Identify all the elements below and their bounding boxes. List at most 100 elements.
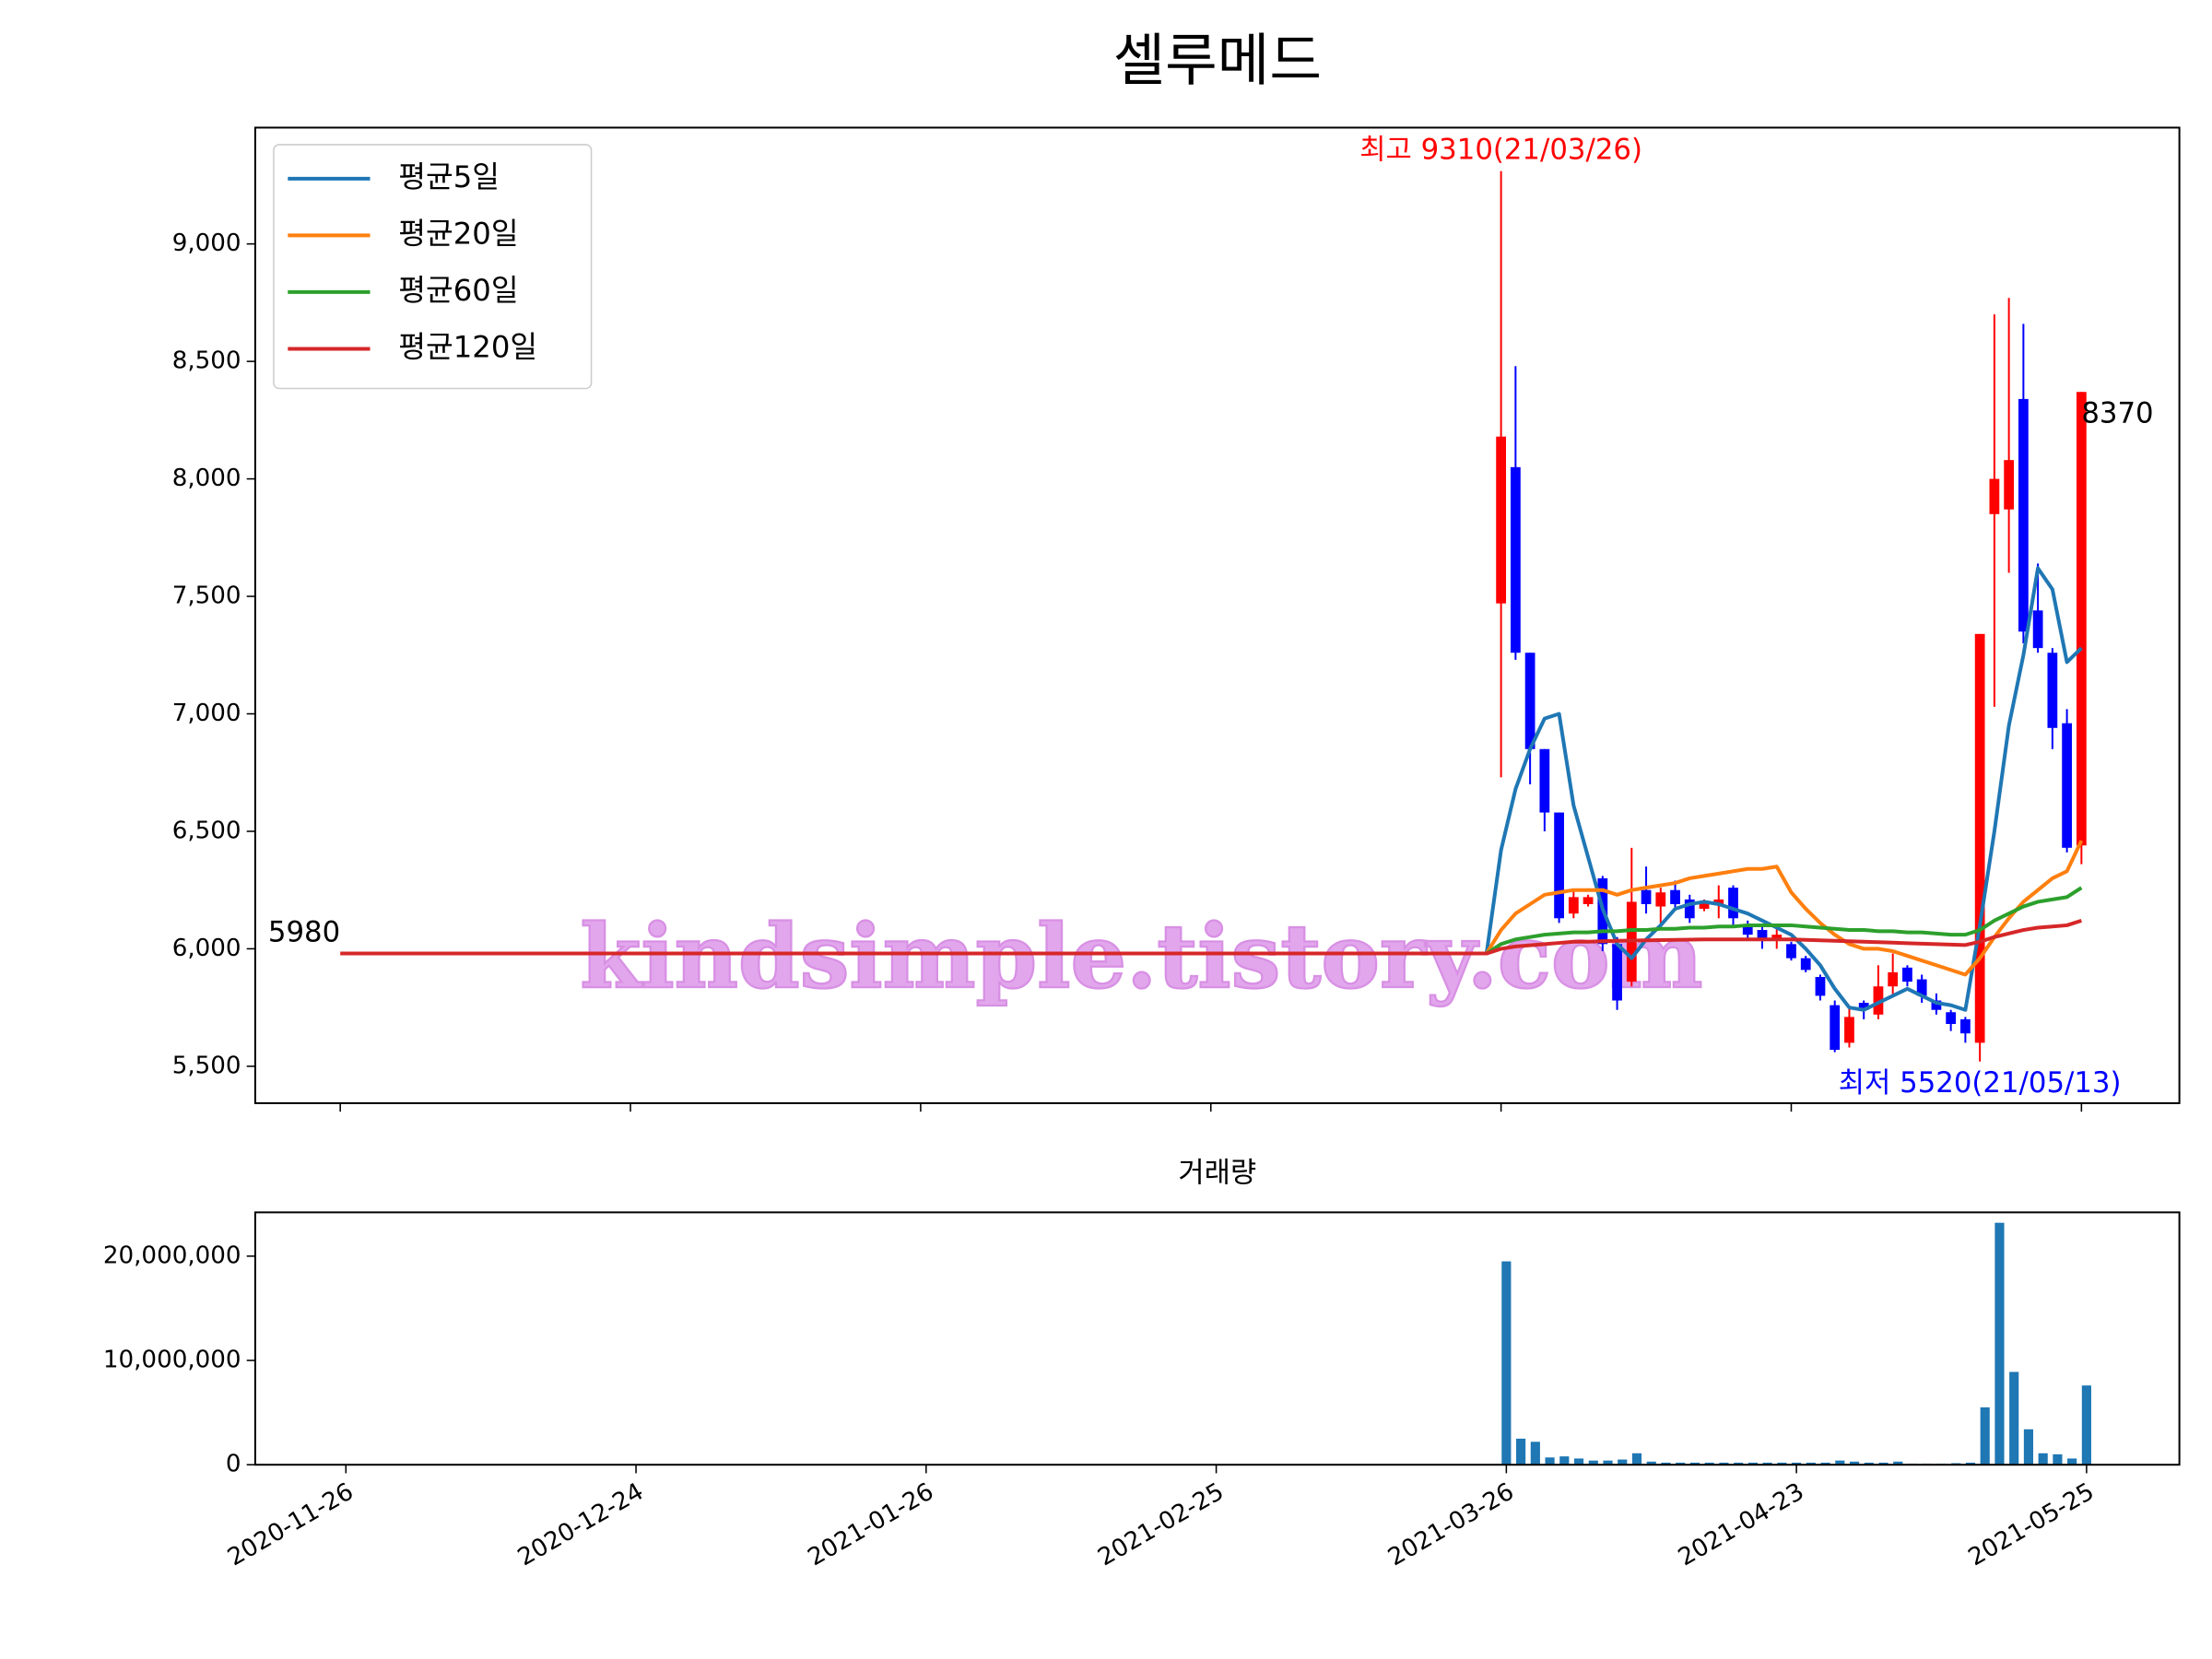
bar: [1661, 1462, 1671, 1465]
bar: [1878, 1462, 1888, 1465]
candle-body: [2018, 398, 2029, 632]
candle-body: [1655, 892, 1666, 907]
candle-body: [1641, 889, 1652, 904]
bar: [1820, 1462, 1830, 1465]
bar: [1734, 1462, 1744, 1465]
candle-body: [1728, 888, 1738, 919]
bar: [1559, 1456, 1570, 1465]
bar: [1501, 1261, 1512, 1465]
candle-body: [2032, 610, 2043, 649]
legend-label: 평균60일: [398, 273, 518, 308]
candle-body: [1670, 889, 1680, 904]
candle-body: [1699, 901, 1710, 910]
candle-body: [1583, 897, 1594, 904]
candle-body: [1757, 930, 1768, 940]
y-tick-label: 7,000: [172, 700, 241, 727]
bar: [2023, 1429, 2034, 1465]
candle-body: [1960, 1018, 1971, 1034]
bar: [1631, 1453, 1642, 1465]
candle-body: [1946, 1012, 1957, 1025]
annotation: 최저 5520(21/05/13): [1839, 1066, 2122, 1100]
bar: [1646, 1461, 1656, 1465]
legend-label: 평균5일: [398, 159, 500, 194]
candle-body: [1539, 748, 1550, 813]
bar: [1676, 1462, 1686, 1465]
candle-body: [2047, 653, 2058, 728]
bar: [1516, 1438, 1526, 1465]
bar: [1965, 1462, 1976, 1465]
legend-box: [273, 144, 593, 390]
y-tick-label: 5,500: [172, 1052, 241, 1079]
candle-body: [1916, 979, 1927, 996]
candle-body: [1830, 1005, 1841, 1051]
axes-frame: [253, 1211, 2181, 1466]
bar: [1849, 1461, 1860, 1465]
bar: [1588, 1460, 1598, 1465]
bar: [1747, 1462, 1758, 1465]
candle-body: [1684, 899, 1695, 919]
candle-body: [1742, 924, 1753, 935]
chart-title: 거래량: [1178, 1156, 1256, 1189]
bar: [2081, 1385, 2091, 1465]
bar: [1530, 1441, 1540, 1465]
candle-body: [1902, 967, 1912, 982]
candle-body: [1888, 971, 1899, 987]
bar: [1573, 1458, 1584, 1465]
candle-body: [2076, 392, 2087, 846]
axes-frame: [253, 126, 2181, 1104]
bar: [1806, 1462, 1816, 1465]
bar: [1980, 1406, 1990, 1465]
candle-body: [1974, 633, 1985, 1043]
bar: [1618, 1459, 1628, 1465]
bar: [1893, 1461, 1903, 1465]
ma-line: [340, 918, 2082, 956]
bar: [1762, 1462, 1772, 1465]
bar: [1689, 1462, 1700, 1465]
legend-label: 평균120일: [398, 329, 537, 364]
chart-title: 셀루메드: [1113, 27, 1322, 93]
candle-body: [1524, 653, 1535, 749]
candle-body: [1873, 986, 1884, 1015]
bar: [1603, 1460, 1613, 1465]
bar: [1704, 1462, 1714, 1465]
y-tick-label: 8,500: [172, 347, 241, 375]
y-tick-label: 6,000: [172, 935, 241, 962]
bar: [2009, 1371, 2019, 1465]
bar: [1777, 1462, 1787, 1465]
candle-body: [1800, 958, 1811, 971]
ma-line: [1485, 840, 2084, 977]
bar: [2038, 1453, 2048, 1465]
annotation: 최고 9310(21/03/26): [1359, 134, 1642, 167]
candle-body: [1786, 944, 1796, 959]
legend-label: 평균20일: [398, 216, 518, 251]
candle-body: [1771, 935, 1783, 940]
bar: [2053, 1453, 2063, 1465]
y-tick-label: 6,500: [172, 817, 241, 844]
candle-body: [1510, 466, 1521, 653]
candle-body: [1568, 897, 1579, 914]
candle-body: [2004, 460, 2015, 510]
bar: [1994, 1222, 2005, 1465]
candle-body: [1496, 436, 1507, 604]
annotation: 8370: [2081, 396, 2153, 429]
candle-body: [1815, 977, 1826, 996]
y-tick-label: 0: [226, 1451, 241, 1478]
candle-body: [1713, 899, 1724, 904]
candle-body: [1989, 478, 2000, 514]
y-tick-label: 8,000: [172, 465, 241, 492]
watermark: kindsimple.tistory.com: [580, 905, 1702, 1008]
ma-line: [1485, 886, 2083, 956]
candle-body: [1844, 1017, 1854, 1043]
ma-line: [1484, 566, 2083, 1012]
bar: [1864, 1462, 1874, 1465]
candle-body: [1612, 944, 1622, 1001]
y-tick-label: 9,000: [172, 229, 241, 257]
bar: [2067, 1458, 2077, 1465]
bar: [1792, 1462, 1802, 1465]
y-tick-label: 10,000,000: [103, 1347, 241, 1374]
bar: [1719, 1462, 1729, 1465]
candle-body: [1858, 1003, 1869, 1010]
candle-body: [1931, 1000, 1942, 1010]
bar: [1835, 1460, 1845, 1465]
